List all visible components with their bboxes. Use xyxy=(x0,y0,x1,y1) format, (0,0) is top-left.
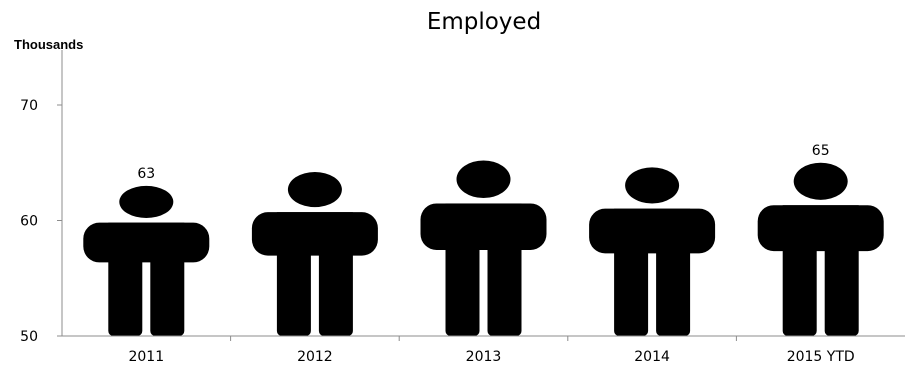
person-right-leg xyxy=(150,250,185,336)
person-hips xyxy=(108,250,185,259)
person-head xyxy=(625,167,680,204)
person-hips xyxy=(782,237,859,247)
x-tick-label: 2013 xyxy=(466,349,502,365)
person-left-leg xyxy=(782,237,817,336)
x-tick-label: 2014 xyxy=(634,349,670,365)
person-left-leg xyxy=(108,250,143,336)
plot-area: 63 65 xyxy=(83,143,884,336)
person-bar: 65 xyxy=(757,143,884,336)
person-bar xyxy=(589,167,716,336)
unit-label: Thousands xyxy=(14,37,83,52)
person-right-leg xyxy=(656,239,691,336)
person-hips xyxy=(276,242,353,252)
data-label: 65 xyxy=(812,143,830,159)
chart-title: Employed xyxy=(427,9,541,35)
person-head xyxy=(119,185,174,218)
y-tick-label: 50 xyxy=(20,329,38,345)
person-left-leg xyxy=(276,242,311,336)
person-bar xyxy=(251,171,378,336)
y-axis: 50 60 70 xyxy=(20,98,62,345)
person-head xyxy=(287,171,342,208)
person-hips xyxy=(614,239,691,250)
person-right-leg xyxy=(318,242,353,336)
x-tick-label: 2012 xyxy=(297,349,333,365)
person-bar: 63 xyxy=(83,166,210,336)
y-tick-label: 60 xyxy=(20,214,38,230)
person-left-leg xyxy=(614,239,649,336)
person-hips xyxy=(445,235,522,246)
person-right-leg xyxy=(824,237,859,336)
x-axis: 2011 2012 2013 2014 2015 YTD xyxy=(128,336,855,365)
data-label: 63 xyxy=(137,166,155,182)
x-tick-label: 2011 xyxy=(128,349,164,365)
x-tick-label: 2015 YTD xyxy=(787,349,855,365)
person-head xyxy=(456,160,511,199)
y-tick-label: 70 xyxy=(20,98,38,114)
person-head xyxy=(793,162,848,200)
person-right-leg xyxy=(487,235,522,336)
person-left-leg xyxy=(445,235,480,336)
person-bar xyxy=(420,160,547,336)
